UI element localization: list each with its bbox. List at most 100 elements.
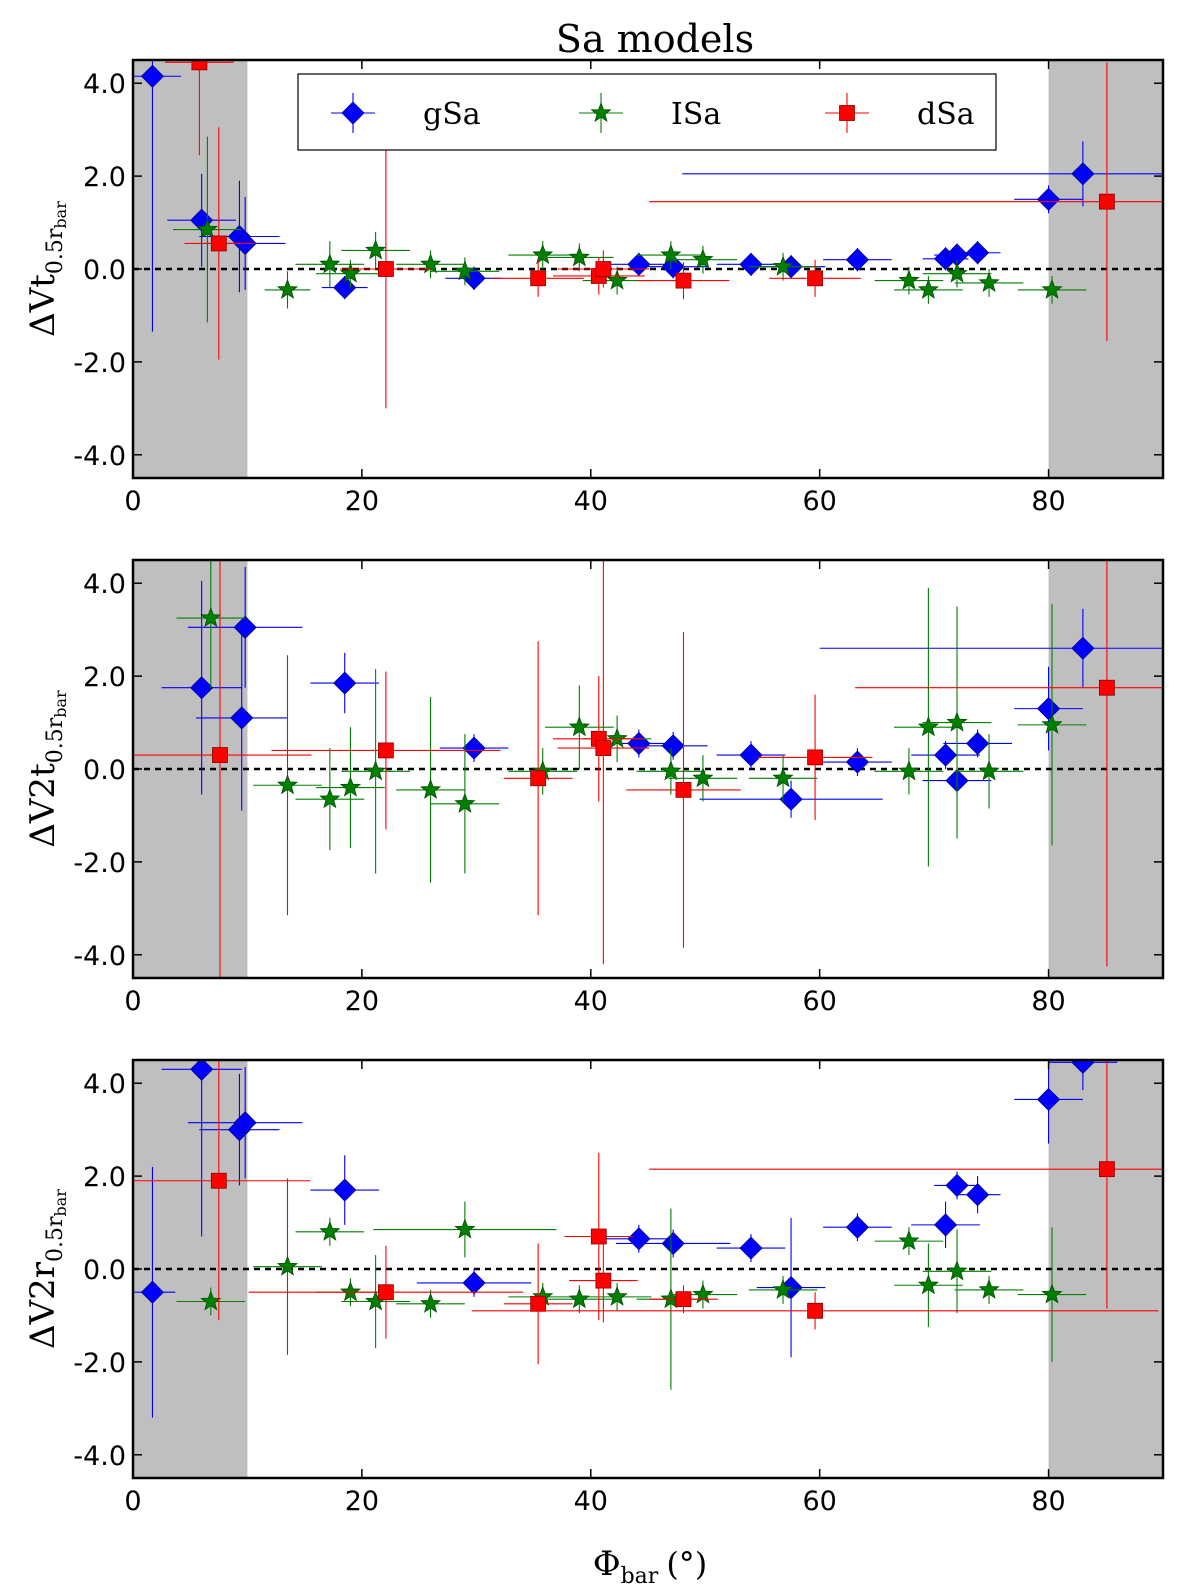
ISa-point-13 [898,1229,920,1251]
ISa-point-13 [898,269,920,290]
gSa-point-1 [230,706,254,730]
gSa-point-6 [661,734,685,758]
ISa-point-9 [606,269,628,290]
legend-dSa-label: dSa [917,97,975,132]
y-axis-label-main: ΔV2r [23,1261,63,1349]
gSa-point-6 [627,252,651,276]
y-axis-label-subsub: bar [51,201,70,229]
gSa-point-0 [190,676,214,700]
gSa-point-4 [333,1178,357,1202]
gSa-point-13 [1036,697,1061,721]
ISa-point-6 [454,792,476,813]
y-axis-label-sub: 0.5r [43,717,68,763]
dSa-point-0 [210,1172,227,1189]
legend-dSa-marker [839,105,855,121]
dSa-point-5 [675,782,692,798]
gSa-point-12 [966,731,990,756]
dSa-point-1 [210,235,227,252]
ISa-point-4 [365,239,387,260]
y-axis-label-sub: 0.5r [43,228,68,274]
gSa-point-3 [333,671,357,695]
gSa-point-2 [233,615,257,639]
ISa-point-8 [568,716,590,737]
y-axis-label: ΔV2r0.5rbar [23,1189,70,1349]
ISa-point-1 [276,774,299,795]
gSa-point-6 [627,1227,651,1251]
x-tick-label: 20 [345,486,379,517]
panel-2: 0 20 40 60 80 -4.0 -2.0 0.0 2.0 4.0 ΔV2t0.5rbar [23,558,1165,1017]
legend-ISa-label: ISa [671,97,721,132]
y-axis-label-subsub: bar [51,690,70,718]
ISa-point-2 [319,788,341,809]
dSa-point-0 [191,60,208,71]
gSa-point-14 [1036,1087,1061,1112]
gSa-point-5 [627,731,651,756]
ISa-point-15 [946,262,968,283]
ISa-point-9 [606,727,628,748]
ISa-point-3 [339,776,362,797]
ISa-point-1 [276,1255,299,1276]
x-tick-label: 0 [124,986,141,1017]
y-tick-label: -4.0 [73,1441,126,1472]
ISa-point-15 [946,1260,968,1281]
legend-box [297,73,997,151]
ISa-point-14 [917,716,939,737]
ISa-point-9 [606,1285,628,1306]
plot-area [133,60,1163,478]
x-axis-label: Φbar (°) [593,1544,708,1589]
gSa-point-13 [966,1183,990,1207]
dSa-point-7 [1099,679,1115,696]
ISa-point-1 [276,278,299,299]
gSa-point-7 [661,1231,685,1256]
ISa-point-2 [319,253,341,274]
ISa-point-16 [978,271,1000,292]
x-tick-label: 0 [124,486,141,517]
y-tick-label: 4.0 [83,569,126,600]
y-tick-label: 0.0 [83,1255,126,1286]
gSa-point-10 [845,248,869,272]
y-axis-label: ΔV2t0.5rbar [23,690,70,848]
gSa-point-8 [739,1236,763,1260]
ISa-point-3 [339,262,362,283]
legend: gSa ISa dSa [297,73,997,151]
ISa-point-17 [1041,713,1063,734]
dSa-point-7 [807,270,823,287]
ISa-point-0 [200,606,222,628]
x-tick-label: 20 [345,1486,379,1517]
x-tick-label: 40 [574,986,608,1017]
dSa-point-8 [1099,193,1115,210]
dSa-point-4 [595,1272,612,1289]
x-tick-label: 80 [1031,1486,1065,1517]
y-axis-label-main: ΔV2t [23,763,63,848]
legend-gSa-label: gSa [423,97,481,132]
gSa-point-4 [462,736,486,760]
y-tick-label: 0.0 [83,255,126,286]
x-tick-label: 20 [345,986,379,1017]
legend-ISa-marker [590,101,612,123]
ISa-point-16 [978,1278,1000,1299]
dSa-point-4 [595,740,612,756]
x-tick-label: 80 [1031,486,1065,517]
ISa-point-3 [339,1281,362,1302]
ISa-point-17 [1041,278,1063,299]
dSa-point-2 [530,770,547,787]
ISa-point-5 [419,778,442,799]
ISa-point-16 [978,760,1000,781]
y-tick-label: -4.0 [73,441,126,472]
y-axis-label-main: ΔVt [23,274,63,337]
ISa-point-14 [917,1274,939,1295]
y-axis-label: ΔVt0.5rbar [23,201,70,337]
x-tick-label: 80 [1031,986,1065,1017]
gSa-point-13 [966,241,990,265]
gSa-point-8 [779,787,803,811]
x-axis-label-main: Φ [593,1544,621,1584]
gSa-point-11 [933,1213,958,1237]
y-tick-label: 4.0 [83,1069,126,1100]
dSa-point-5 [675,1291,692,1308]
gSa-point-14 [1071,636,1095,660]
ISa-point-6 [454,260,476,281]
gSa-point-1 [190,1060,214,1081]
x-tick-label: 0 [124,1486,141,1517]
y-tick-label: 2.0 [83,662,126,693]
